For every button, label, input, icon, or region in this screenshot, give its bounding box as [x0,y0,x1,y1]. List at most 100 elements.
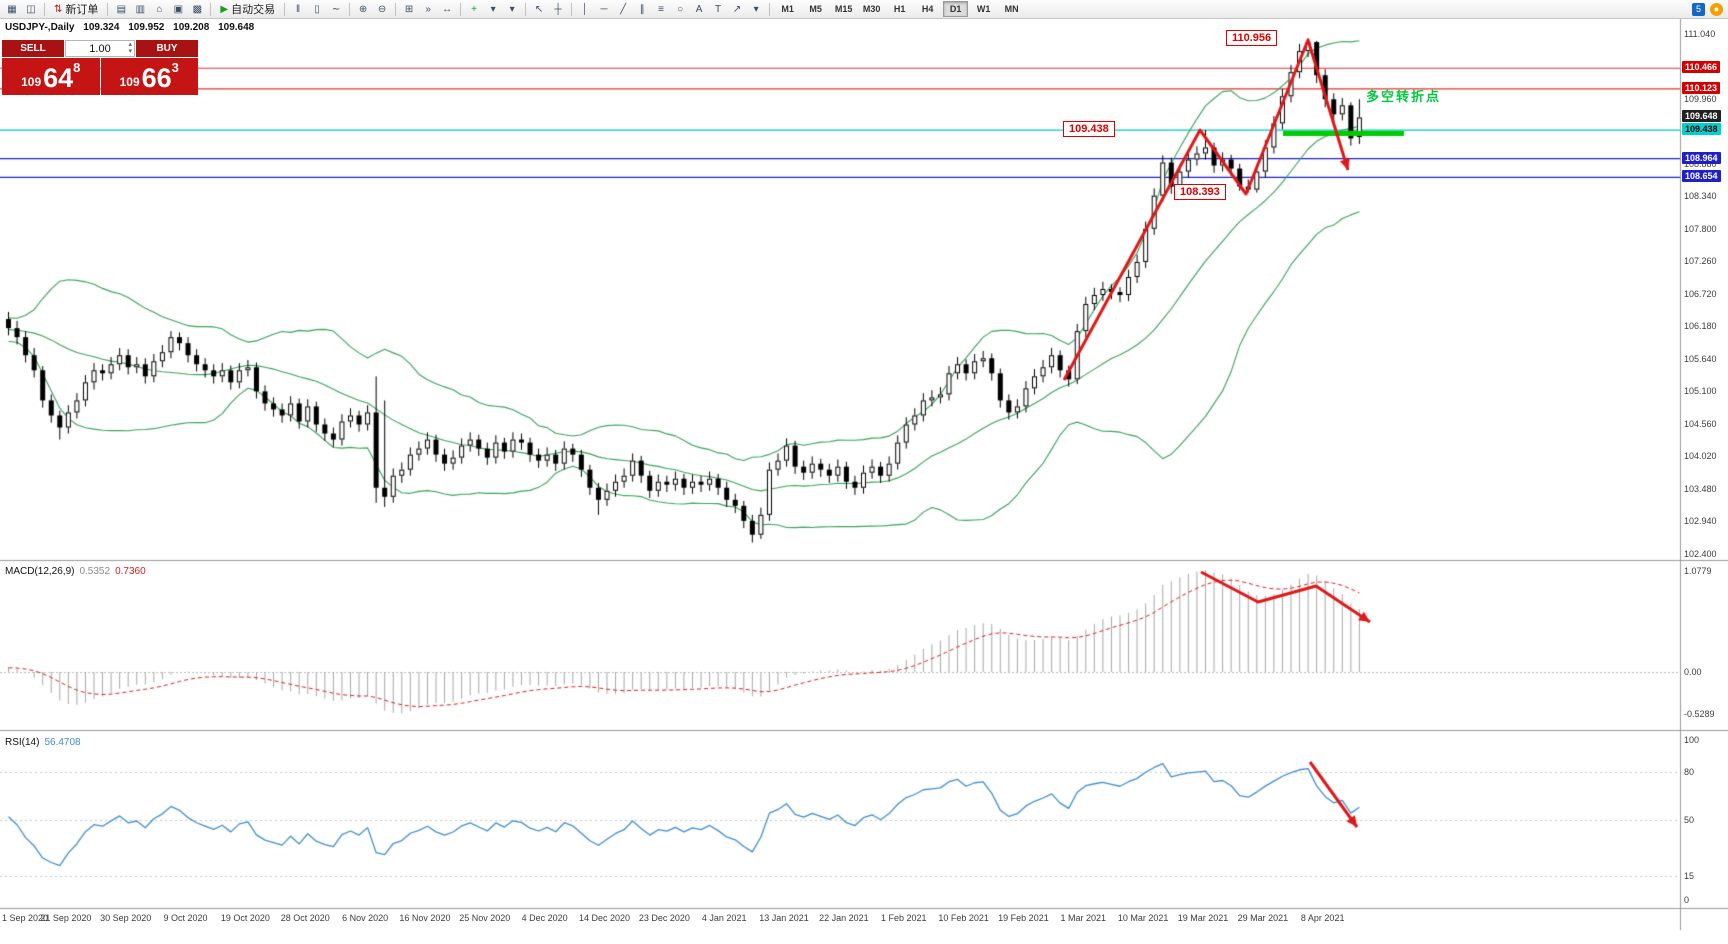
symbol-period-label: USDJPY-,Daily [5,22,75,33]
fibonacci-icon[interactable]: ≡ [658,3,665,15]
price-tick-label: 105.640 [1684,353,1717,364]
toolbar-divider [210,2,212,16]
vertical-line-icon[interactable]: │ [581,3,589,15]
rsi-axis-label: 15 [1684,871,1695,881]
date-label: 19 Mar 2021 [1177,913,1229,923]
toolbar-divider [525,2,527,16]
ask-prefix: 109 [119,75,140,89]
timeframe-m1[interactable]: M1 [781,4,794,14]
ask-sup: 3 [171,60,179,75]
ohlc-close: 109.648 [218,22,255,33]
trendline-icon[interactable]: ╱ [620,3,627,15]
bid-prefix: 109 [21,75,42,89]
volume-up-button[interactable]: ▴ [128,41,132,48]
panel-separator[interactable] [0,727,1728,733]
price-tick-label: 106.180 [1684,321,1717,332]
crosshair-icon[interactable]: ┼ [554,3,562,15]
ask-price-button[interactable]: 109 66 3 [100,58,198,95]
zoom-in-icon[interactable]: ⊕ [358,3,368,15]
toolbar-divider [460,2,462,16]
auto-scroll-icon[interactable]: » [425,3,431,15]
timeframe-d1[interactable]: D1 [943,1,969,17]
panel-separator[interactable] [0,557,1728,563]
rsi-axis-label: 50 [1684,815,1695,825]
shapes-icon[interactable]: ○ [677,3,684,15]
price-tick-label: 106.720 [1684,288,1717,299]
chart-shift-icon[interactable]: ↔ [442,3,453,15]
macd-signal-value: 0.7360 [115,566,146,577]
new-order-button[interactable]: ⇅ 新订单 [49,2,103,17]
rsi-axis-label: 100 [1684,735,1700,745]
autotrading-play-icon: ▶ [220,3,229,15]
arrows-icon[interactable]: ↗ [732,3,742,15]
macd-axis-zero: 0.00 [1684,667,1702,677]
ohlc-low: 109.208 [173,22,210,33]
timeframe-m15[interactable]: M15 [834,4,853,14]
cursor-icon[interactable]: ↖ [534,3,544,15]
annotation-price-label[interactable]: 108.393 [1174,184,1226,200]
profiles-icon[interactable]: ◫ [26,3,36,15]
notification-icon[interactable]: ● [1710,2,1723,16]
toolbar-divider [571,2,573,16]
navigator-icon[interactable]: ⌂ [156,3,163,15]
new-order-icon: ⇅ [54,3,63,15]
market-watch-icon[interactable]: ▤ [116,3,127,15]
candlestick-type-icon[interactable]: ▯ [314,3,320,15]
date-label: 10 Mar 2021 [1117,913,1169,923]
horizontal-line-icon[interactable]: ─ [600,3,608,15]
timeframe-h1[interactable]: H1 [893,4,906,14]
buy-button[interactable]: BUY [136,40,198,57]
text-icon[interactable]: A [695,3,703,15]
zoom-out-icon[interactable]: ⊖ [377,3,387,15]
date-label: 25 Nov 2020 [459,913,511,923]
rsi-label: RSI(14) [5,737,40,748]
price-axis-tag: 108.964 [1682,151,1721,164]
periods-dropdown-icon[interactable]: ▾ [490,3,496,15]
mql5-community-icon[interactable]: 5 [1692,2,1705,16]
timeframe-h4[interactable]: H4 [921,4,934,14]
arrows-more-icon[interactable]: ▾ [753,3,759,15]
templates-dropdown-icon[interactable]: ▾ [509,3,515,15]
label-icon[interactable]: T [715,3,722,15]
annotation-price-label[interactable]: 110.956 [1226,30,1278,46]
macd-label: MACD(12,26,9) [5,566,75,577]
sell-button[interactable]: SELL [2,40,64,57]
indicators-icon[interactable]: + [471,3,478,15]
terminal-icon[interactable]: ▣ [173,3,184,15]
tile-windows-icon[interactable]: ⊞ [404,3,414,15]
timeframe-m5[interactable]: M5 [809,4,822,14]
data-window-icon[interactable]: ▥ [135,3,146,15]
date-label: 10 Feb 2021 [938,913,989,923]
price-axis-tag: 110.466 [1682,61,1721,74]
line-chart-type-icon[interactable]: ∼ [331,3,341,15]
timeframe-w1[interactable]: W1 [976,4,991,14]
date-label: 30 Sep 2020 [100,913,152,923]
turning-point-annotation[interactable]: 多空转折点 [1366,89,1442,104]
new-chart-icon[interactable]: ▦ [7,3,17,15]
macd-axis-min: -0.5289 [1684,709,1715,720]
autotrading-button[interactable]: ▶ 自动交易 [215,2,280,17]
bid-price-button[interactable]: 109 64 8 [2,58,100,95]
timeframe-m30[interactable]: M30 [862,4,881,14]
date-label: 21 Sep 2020 [40,913,92,923]
price-axis-tag: 108.654 [1682,170,1721,183]
strategy-tester-icon[interactable]: ▩ [192,3,203,15]
toolbar-divider [395,2,397,16]
volume-input[interactable]: 1.00 ▴ ▾ [65,40,135,57]
ohlc-high: 109.952 [128,22,165,33]
new-order-button-label: 新订单 [65,4,99,16]
macd-value: 0.5352 [79,566,111,577]
price-tick-label: 111.040 [1684,28,1716,39]
annotation-price-label[interactable]: 109.438 [1063,121,1115,137]
bar-chart-type-icon[interactable]: ‖ [296,3,301,15]
timeframe-mn[interactable]: MN [1004,4,1019,14]
date-label: 8 Apr 2021 [1300,913,1345,923]
chart-title-ohlc: USDJPY-,Daily 109.324 109.952 109.208 10… [5,22,260,33]
ask-main: 66 [141,63,172,93]
date-label: 1 Mar 2021 [1060,913,1107,923]
volume-down-button[interactable]: ▾ [128,48,132,55]
channel-icon[interactable]: ∥ [639,3,645,15]
rsi-axis-label: 80 [1684,767,1695,777]
